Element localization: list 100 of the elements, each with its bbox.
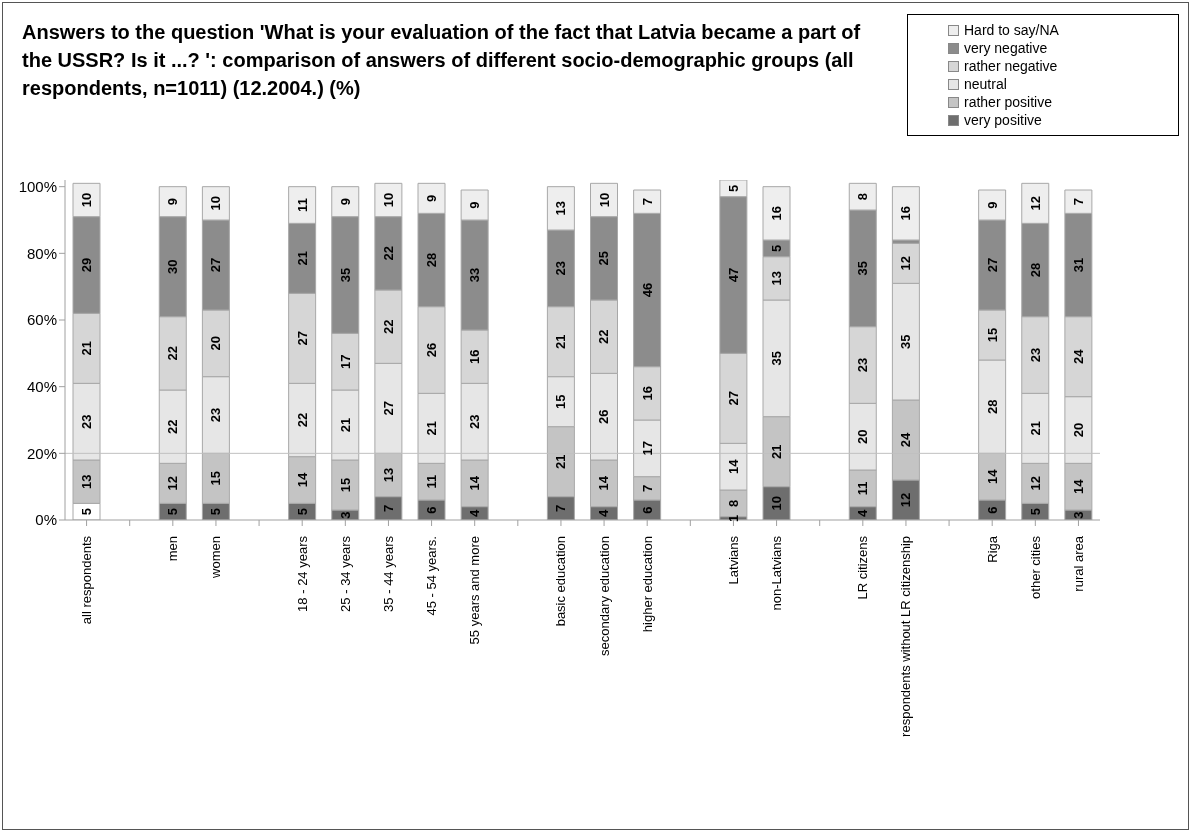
data-label: 20 xyxy=(208,336,224,351)
data-label: 7 xyxy=(380,504,396,512)
data-label: 7 xyxy=(639,198,655,206)
data-label: 22 xyxy=(380,246,396,261)
data-label: 15 xyxy=(553,394,569,409)
legend-label: rather negative xyxy=(964,57,1058,75)
data-label: 21 xyxy=(337,417,353,433)
data-label: 6 xyxy=(639,506,655,514)
x-tick-label: 45 - 54 years. xyxy=(424,536,440,616)
data-label: 24 xyxy=(1070,348,1086,364)
data-label: 3 xyxy=(1070,511,1086,519)
data-label: 46 xyxy=(639,282,655,298)
data-label: 9 xyxy=(984,201,1000,209)
data-label: 13 xyxy=(380,467,396,483)
data-label: 35 xyxy=(855,261,871,276)
data-label: 11 xyxy=(855,481,871,496)
data-label: 9 xyxy=(467,201,483,209)
data-label: 5 xyxy=(1027,508,1043,516)
data-label: 14 xyxy=(984,468,1000,484)
data-label: 12 xyxy=(898,256,914,271)
data-label: 21 xyxy=(553,454,569,469)
x-tick-label: men xyxy=(165,536,181,562)
data-label: 26 xyxy=(596,409,612,424)
data-label: 9 xyxy=(165,198,181,206)
data-label: 21 xyxy=(553,334,569,349)
data-label: 17 xyxy=(639,441,655,456)
data-label: 12 xyxy=(1027,476,1043,491)
data-label: 21 xyxy=(424,421,439,436)
data-label: 14 xyxy=(467,475,483,491)
y-tick-label: 100% xyxy=(18,177,57,195)
data-label: 28 xyxy=(424,252,439,268)
data-label: 8 xyxy=(725,499,741,507)
chart-title: Answers to the question 'What is your evaluation of the fact that Latvia became a part of the USSR? Is it ...? ': comparison of answers of different socio-demographic groups (all respondents, n=1011) (12.2004.) (%) xyxy=(22,20,862,101)
data-label: 5 xyxy=(769,244,784,252)
data-label: 22 xyxy=(165,419,181,434)
data-label: 22 xyxy=(294,412,310,428)
data-label: 12 xyxy=(165,476,181,491)
data-label: 30 xyxy=(165,259,181,274)
data-label: 10 xyxy=(208,196,224,211)
x-tick-label: Latvians xyxy=(725,535,741,585)
data-label: 16 xyxy=(769,206,784,221)
data-label: 20 xyxy=(855,429,871,444)
data-label: 8 xyxy=(855,193,871,201)
data-label: 3 xyxy=(337,511,353,519)
data-label: 9 xyxy=(424,194,439,202)
data-label: 35 xyxy=(898,334,914,349)
x-tick-label: 35 - 44 years xyxy=(380,535,396,612)
data-label: 21 xyxy=(769,444,784,459)
x-tick-label: basic education xyxy=(553,536,569,627)
y-tick-label: 40% xyxy=(26,377,57,395)
x-tick-label: secondary education xyxy=(596,536,612,656)
data-label: 23 xyxy=(855,357,871,373)
x-tick-label: LR citizens xyxy=(855,535,871,600)
data-label: 21 xyxy=(79,341,94,356)
data-label: 4 xyxy=(855,508,871,517)
data-label: 21 xyxy=(294,251,310,266)
legend-label: neutral xyxy=(964,75,1007,93)
data-label: 15 xyxy=(984,327,1000,343)
data-label: 27 xyxy=(725,391,741,406)
data-label: 5 xyxy=(208,508,224,516)
x-tick-label: women xyxy=(208,536,224,579)
data-label: 5 xyxy=(79,508,94,516)
data-label: 22 xyxy=(380,319,396,334)
data-label: 14 xyxy=(596,475,612,491)
data-label: 5 xyxy=(725,184,741,192)
data-label: 6 xyxy=(424,506,439,514)
data-label: 12 xyxy=(898,492,914,508)
data-label: 1 xyxy=(725,514,741,522)
data-label: 22 xyxy=(165,346,181,361)
legend-label: Hard to say/NA xyxy=(964,21,1059,39)
bar xyxy=(891,186,920,241)
data-label: 23 xyxy=(1027,347,1043,363)
data-label: 4 xyxy=(596,508,612,517)
x-tick-label: Riga xyxy=(984,535,1000,563)
data-label: 27 xyxy=(208,257,224,273)
data-label: 10 xyxy=(79,192,94,208)
data-label: 16 xyxy=(898,206,914,221)
data-label: 47 xyxy=(725,267,741,283)
legend-label: very negative xyxy=(964,39,1048,57)
x-tick-label: non-Latvians xyxy=(769,535,785,611)
data-label: 21 xyxy=(1027,421,1043,436)
data-label: 20 xyxy=(1070,422,1086,438)
data-label: 12 xyxy=(1027,196,1043,211)
data-label: 35 xyxy=(769,351,784,366)
x-tick-label: 25 - 34 years xyxy=(337,535,353,612)
data-label: 13 xyxy=(79,474,94,489)
data-label: 29 xyxy=(79,257,94,273)
x-tick-label: other cities xyxy=(1027,535,1043,599)
x-tick-label: 18 - 24 years xyxy=(294,535,310,612)
x-tick-label: respondents without LR citizenship xyxy=(898,536,914,737)
data-label: 10 xyxy=(380,192,396,208)
data-label: 4 xyxy=(467,508,483,517)
data-label: 23 xyxy=(79,414,94,429)
data-label: 6 xyxy=(984,506,1000,514)
y-tick-label: 0% xyxy=(35,511,57,529)
data-label: 25 xyxy=(596,251,612,266)
data-label: 13 xyxy=(769,271,784,286)
x-tick-label: higher education xyxy=(639,536,655,633)
data-label: 24 xyxy=(898,432,914,448)
legend-label: very positive xyxy=(964,111,1042,129)
